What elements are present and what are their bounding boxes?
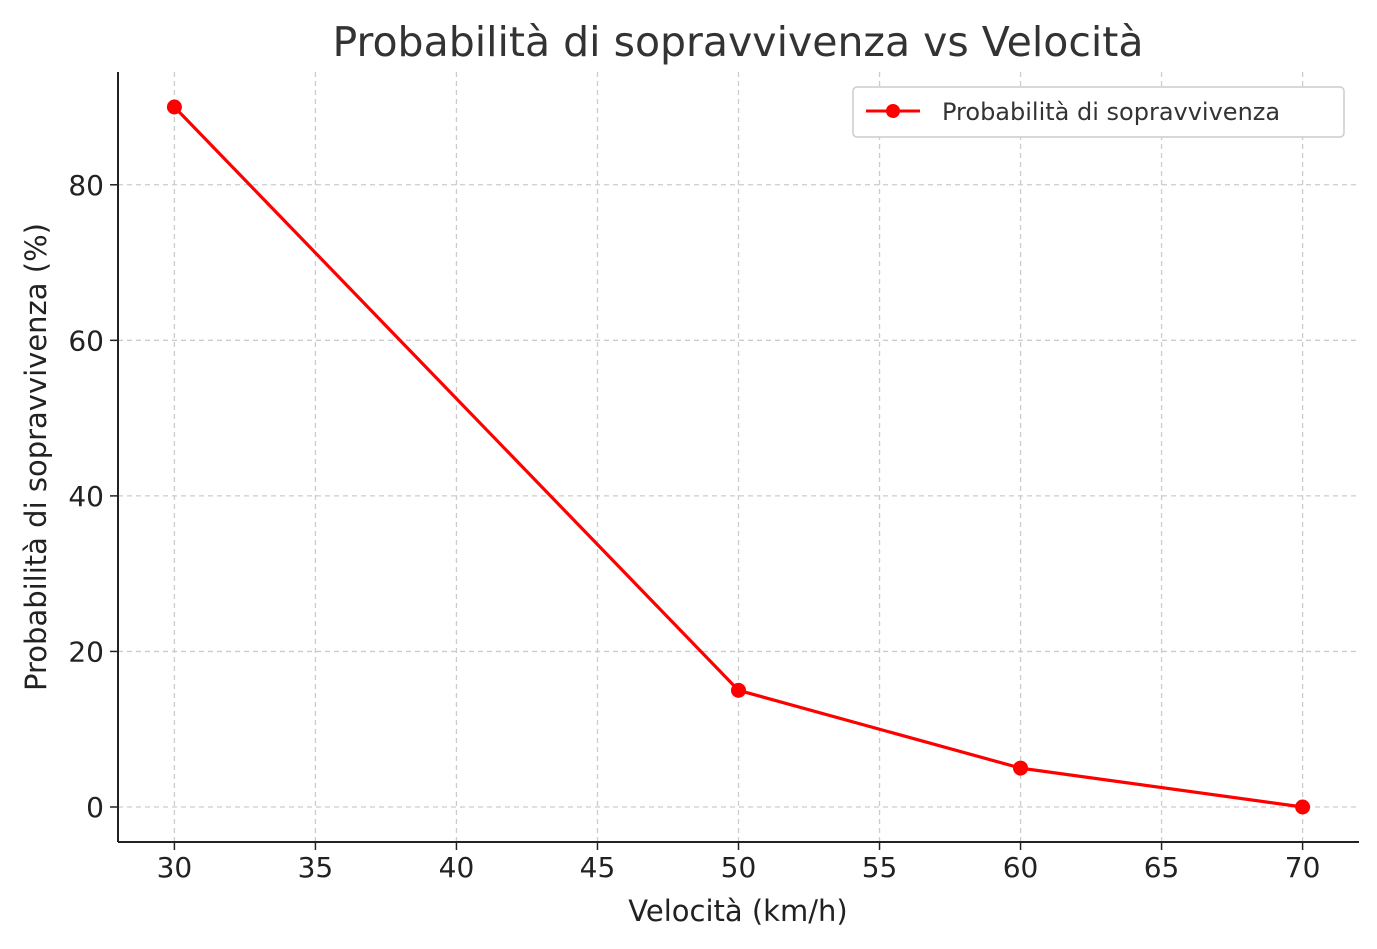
y-tick-label: 60	[68, 324, 104, 357]
series-layer	[166, 99, 1311, 815]
series-line	[173, 105, 1303, 809]
data-point	[731, 682, 746, 698]
data-point	[1013, 760, 1029, 776]
x-tick-label: 40	[439, 851, 475, 884]
x-tick-label: 50	[721, 851, 757, 884]
axes	[117, 72, 1359, 843]
data-point	[166, 99, 182, 115]
x-tick-label: 60	[1003, 851, 1039, 884]
y-axis-label: Probabilità di sopravvivenza (%)	[19, 223, 53, 691]
x-tick-label: 45	[580, 851, 616, 884]
x-axis-label: Velocità (km/h)	[628, 894, 847, 928]
y-tick-label: 0	[86, 791, 104, 824]
y-tick-label: 20	[68, 635, 104, 668]
data-point	[1295, 799, 1311, 815]
legend: Probabilità di sopravvivenza	[852, 86, 1345, 138]
x-tick-label: 35	[298, 851, 334, 884]
y-ticks: 0 20 40 60 80	[68, 169, 118, 824]
x-tick-label: 30	[157, 851, 193, 884]
y-tick-label: 80	[68, 169, 104, 202]
x-tick-label: 65	[1144, 851, 1180, 884]
legend-box	[852, 86, 1345, 138]
chart-title: Probabilità di sopravvivenza vs Velocità	[333, 18, 1144, 66]
x-tick-label: 55	[862, 851, 898, 884]
x-tick-label: 70	[1285, 851, 1321, 884]
legend-entry-label: Probabilità di sopravvivenza	[942, 98, 1280, 126]
y-tick-label: 40	[68, 480, 104, 513]
x-ticks: 30 35 40 45 50 55 60 65 70	[157, 842, 1321, 884]
grid	[118, 72, 1359, 842]
legend-marker-swatch	[886, 104, 900, 118]
